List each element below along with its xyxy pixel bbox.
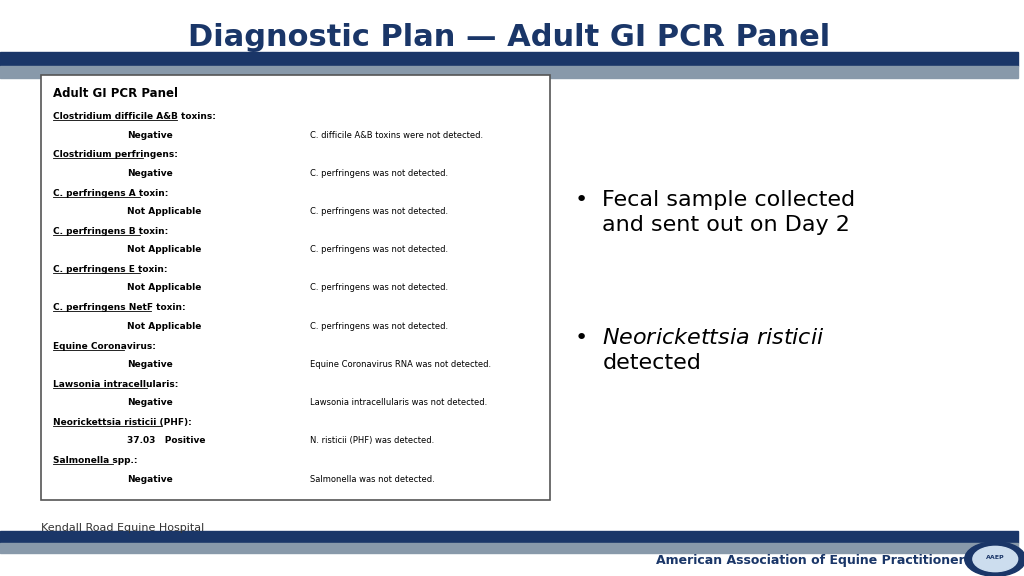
- Text: C. perfringens was not detected.: C. perfringens was not detected.: [310, 245, 449, 254]
- Text: 37.03   Positive: 37.03 Positive: [127, 437, 206, 445]
- Bar: [0, 66, 1018, 78]
- Text: Negative: Negative: [127, 131, 173, 139]
- Text: $\it{Neorickettsia\ risticii}$
detected: $\it{Neorickettsia\ risticii}$ detected: [602, 328, 825, 373]
- Text: C. perfringens E toxin:: C. perfringens E toxin:: [53, 265, 167, 274]
- FancyBboxPatch shape: [41, 75, 550, 501]
- Text: Kendall Road Equine Hospital: Kendall Road Equine Hospital: [41, 523, 204, 533]
- Bar: [0, 52, 1018, 66]
- Text: Diagnostic Plan — Adult GI PCR Panel: Diagnostic Plan — Adult GI PCR Panel: [187, 23, 829, 52]
- Text: Equine Coronavirus:: Equine Coronavirus:: [53, 342, 156, 351]
- Text: Fecal sample collected
and sent out on Day 2: Fecal sample collected and sent out on D…: [602, 190, 856, 236]
- Text: •: •: [574, 190, 588, 210]
- Bar: [0, 531, 1018, 544]
- Circle shape: [965, 542, 1024, 576]
- Text: C. perfringens B toxin:: C. perfringens B toxin:: [53, 227, 168, 236]
- Text: Clostridium difficile A&B toxins:: Clostridium difficile A&B toxins:: [53, 112, 216, 121]
- Text: Neorickettsia risticii (PHF):: Neorickettsia risticii (PHF):: [53, 418, 191, 427]
- Text: Negative: Negative: [127, 169, 173, 178]
- Text: Negative: Negative: [127, 475, 173, 484]
- Text: C. perfringens was not detected.: C. perfringens was not detected.: [310, 207, 449, 216]
- Text: American Association of Equine Practitioners: American Association of Equine Practitio…: [655, 554, 972, 567]
- Text: Lawsonia intracellularis was not detected.: Lawsonia intracellularis was not detecte…: [310, 398, 487, 407]
- Text: Not Applicable: Not Applicable: [127, 322, 202, 331]
- Text: Not Applicable: Not Applicable: [127, 207, 202, 216]
- Text: N. risticii (PHF) was detected.: N. risticii (PHF) was detected.: [310, 437, 434, 445]
- Text: C. perfringens A toxin:: C. perfringens A toxin:: [53, 188, 168, 198]
- Text: Not Applicable: Not Applicable: [127, 283, 202, 293]
- Circle shape: [973, 547, 1018, 571]
- Bar: [0, 544, 1018, 554]
- Text: Not Applicable: Not Applicable: [127, 245, 202, 254]
- Text: Equine Coronavirus RNA was not detected.: Equine Coronavirus RNA was not detected.: [310, 360, 492, 369]
- Text: Lawsonia intracellularis:: Lawsonia intracellularis:: [53, 380, 178, 389]
- Text: Clostridium perfringens:: Clostridium perfringens:: [53, 150, 178, 160]
- Text: C. difficile A&B toxins were not detected.: C. difficile A&B toxins were not detecte…: [310, 131, 483, 139]
- Text: Negative: Negative: [127, 398, 173, 407]
- Text: C. perfringens NetF toxin:: C. perfringens NetF toxin:: [53, 304, 185, 312]
- Text: C. perfringens was not detected.: C. perfringens was not detected.: [310, 169, 449, 178]
- Text: Salmonella was not detected.: Salmonella was not detected.: [310, 475, 435, 484]
- Text: Negative: Negative: [127, 360, 173, 369]
- Text: Adult GI PCR Panel: Adult GI PCR Panel: [53, 88, 178, 100]
- Text: •: •: [574, 328, 588, 348]
- Text: AAEP: AAEP: [986, 555, 1005, 560]
- Text: Salmonella spp.:: Salmonella spp.:: [53, 456, 137, 465]
- Text: C. perfringens was not detected.: C. perfringens was not detected.: [310, 283, 449, 293]
- Text: C. perfringens was not detected.: C. perfringens was not detected.: [310, 322, 449, 331]
